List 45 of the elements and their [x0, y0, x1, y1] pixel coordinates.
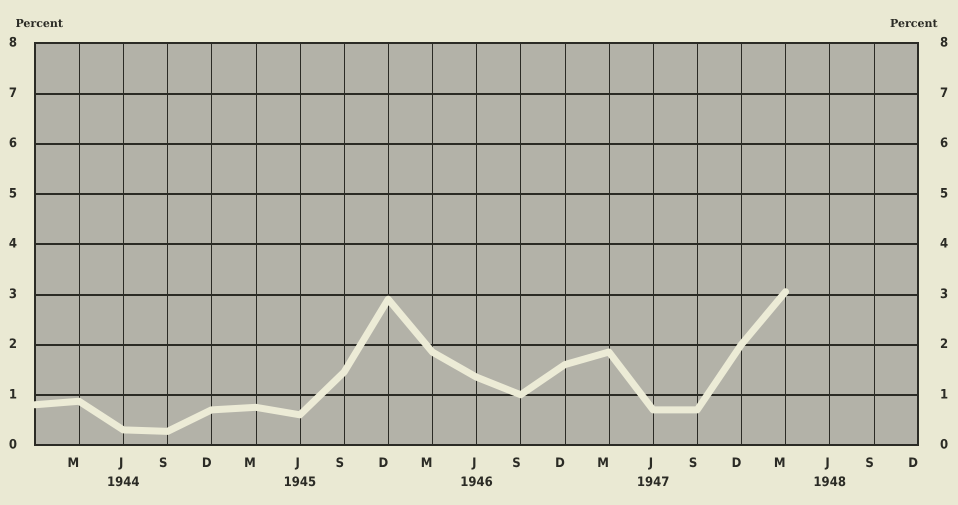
- y2-tick-label: 6: [940, 136, 948, 151]
- x-tick-label: S: [688, 456, 698, 471]
- x-tick-label: M: [774, 456, 786, 471]
- y-tick-label: 8: [8, 36, 17, 50]
- x-tick-label: J: [648, 456, 654, 471]
- x-tick-label: S: [336, 456, 344, 471]
- y-tick-label: 2: [8, 337, 17, 352]
- x-tick-label: M: [244, 456, 256, 471]
- y2-tick-label: 0: [940, 438, 948, 452]
- y-tick-label: 6: [8, 136, 17, 151]
- text: 1944: [107, 475, 140, 490]
- x-tick-label: M: [67, 456, 80, 471]
- text: 1946: [460, 475, 493, 490]
- x-tick-label: S: [512, 456, 521, 471]
- x-tick-label: J: [118, 456, 124, 471]
- y-tick-label: 4: [8, 236, 17, 252]
- x-tick-label: J: [471, 456, 476, 471]
- y2-tick-label: 7: [940, 86, 948, 101]
- y-tick-label: 5: [8, 186, 17, 202]
- y2-axis-title: Percent: [890, 17, 938, 30]
- x-tick-label: D: [908, 456, 918, 471]
- text: 1948: [813, 475, 846, 490]
- text: 1947: [636, 475, 670, 490]
- y-axis-title: Percent: [15, 17, 64, 30]
- x-tick-label: D: [202, 456, 212, 471]
- x-tick-label: M: [597, 456, 609, 471]
- y2-tick-label: 8: [940, 36, 948, 50]
- y2-tick-label: 1: [940, 387, 948, 402]
- y-tick-label: 0: [8, 438, 17, 452]
- y2-tick-label: 4: [940, 236, 948, 252]
- x-tick-label: J: [294, 456, 300, 471]
- x-tick-label: J: [824, 456, 830, 471]
- x-tick-label: M: [420, 456, 432, 471]
- x-tick-label: D: [555, 456, 566, 471]
- text: 1945: [284, 475, 316, 490]
- y2-tick-label: 2: [940, 337, 948, 352]
- x-tick-label: D: [378, 456, 388, 471]
- y2-tick-label: 5: [940, 186, 948, 202]
- y-tick-label: 3: [8, 286, 17, 302]
- x-tick-label: S: [159, 456, 168, 471]
- y-tick-label: 7: [8, 86, 17, 101]
- x-tick-label: D: [732, 456, 742, 471]
- y-tick-label: 1: [8, 387, 17, 402]
- y2-tick-label: 3: [940, 286, 948, 302]
- x-tick-label: S: [865, 456, 874, 471]
